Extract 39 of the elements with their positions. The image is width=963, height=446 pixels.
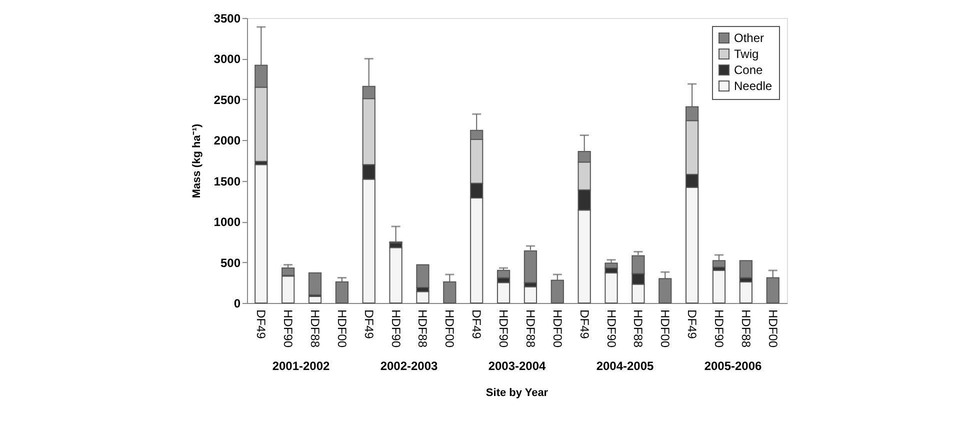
y-tick-label: 1500 <box>214 174 241 188</box>
x-tick-label: HDF90 <box>388 310 403 348</box>
y-tick-label: 2500 <box>214 92 241 107</box>
x-tick-label: HDF90 <box>281 310 296 348</box>
text: 2004-2005 <box>596 359 654 373</box>
legend-label: Cone <box>734 63 764 77</box>
x-tick-label: HDF88 <box>416 310 430 348</box>
x-tick-label: HDF90 <box>604 310 618 348</box>
x-tick-label: DF49 <box>254 310 268 340</box>
text: 2001-2002 <box>272 359 330 373</box>
y-tick-label: 1000 <box>214 215 241 230</box>
x-tick-label: HDF88 <box>523 310 538 348</box>
y-tick-label: 3500 <box>214 12 241 26</box>
text: 2002-2003 <box>380 359 438 373</box>
y-axis-title: Mass (kg ha⁻¹) <box>190 124 203 198</box>
x-tick-label: HDF00 <box>550 310 564 348</box>
x-tick-label: DF49 <box>362 310 376 340</box>
x-tick-label: HDF00 <box>766 310 780 348</box>
x-tick-label: DF49 <box>685 310 700 340</box>
legend-label: Needle <box>734 79 772 93</box>
x-tick-label: DF49 <box>470 310 484 340</box>
y-tick-label: 2000 <box>214 134 241 148</box>
x-tick-label: HDF00 <box>334 310 349 348</box>
x-tick-label: HDF88 <box>308 310 322 348</box>
legend-label: Twig <box>734 47 759 61</box>
y-tick-label: 3000 <box>214 52 241 66</box>
x-axis-title: Site by Year <box>486 387 549 399</box>
x-tick-label: HDF00 <box>442 310 457 348</box>
y-tick-label: 500 <box>220 256 241 270</box>
x-tick-label: HDF88 <box>631 310 646 348</box>
legend-label: Other <box>734 31 764 45</box>
x-tick-label: HDF90 <box>712 310 726 348</box>
x-tick-label: HDF00 <box>658 310 672 348</box>
text: 2003-2004 <box>488 359 546 373</box>
x-tick-label: HDF88 <box>738 310 753 348</box>
x-tick-label: DF49 <box>577 310 592 340</box>
text: 2005-2006 <box>704 359 762 373</box>
y-tick-label: 0 <box>234 296 241 310</box>
x-tick-label: HDF90 <box>496 310 511 348</box>
